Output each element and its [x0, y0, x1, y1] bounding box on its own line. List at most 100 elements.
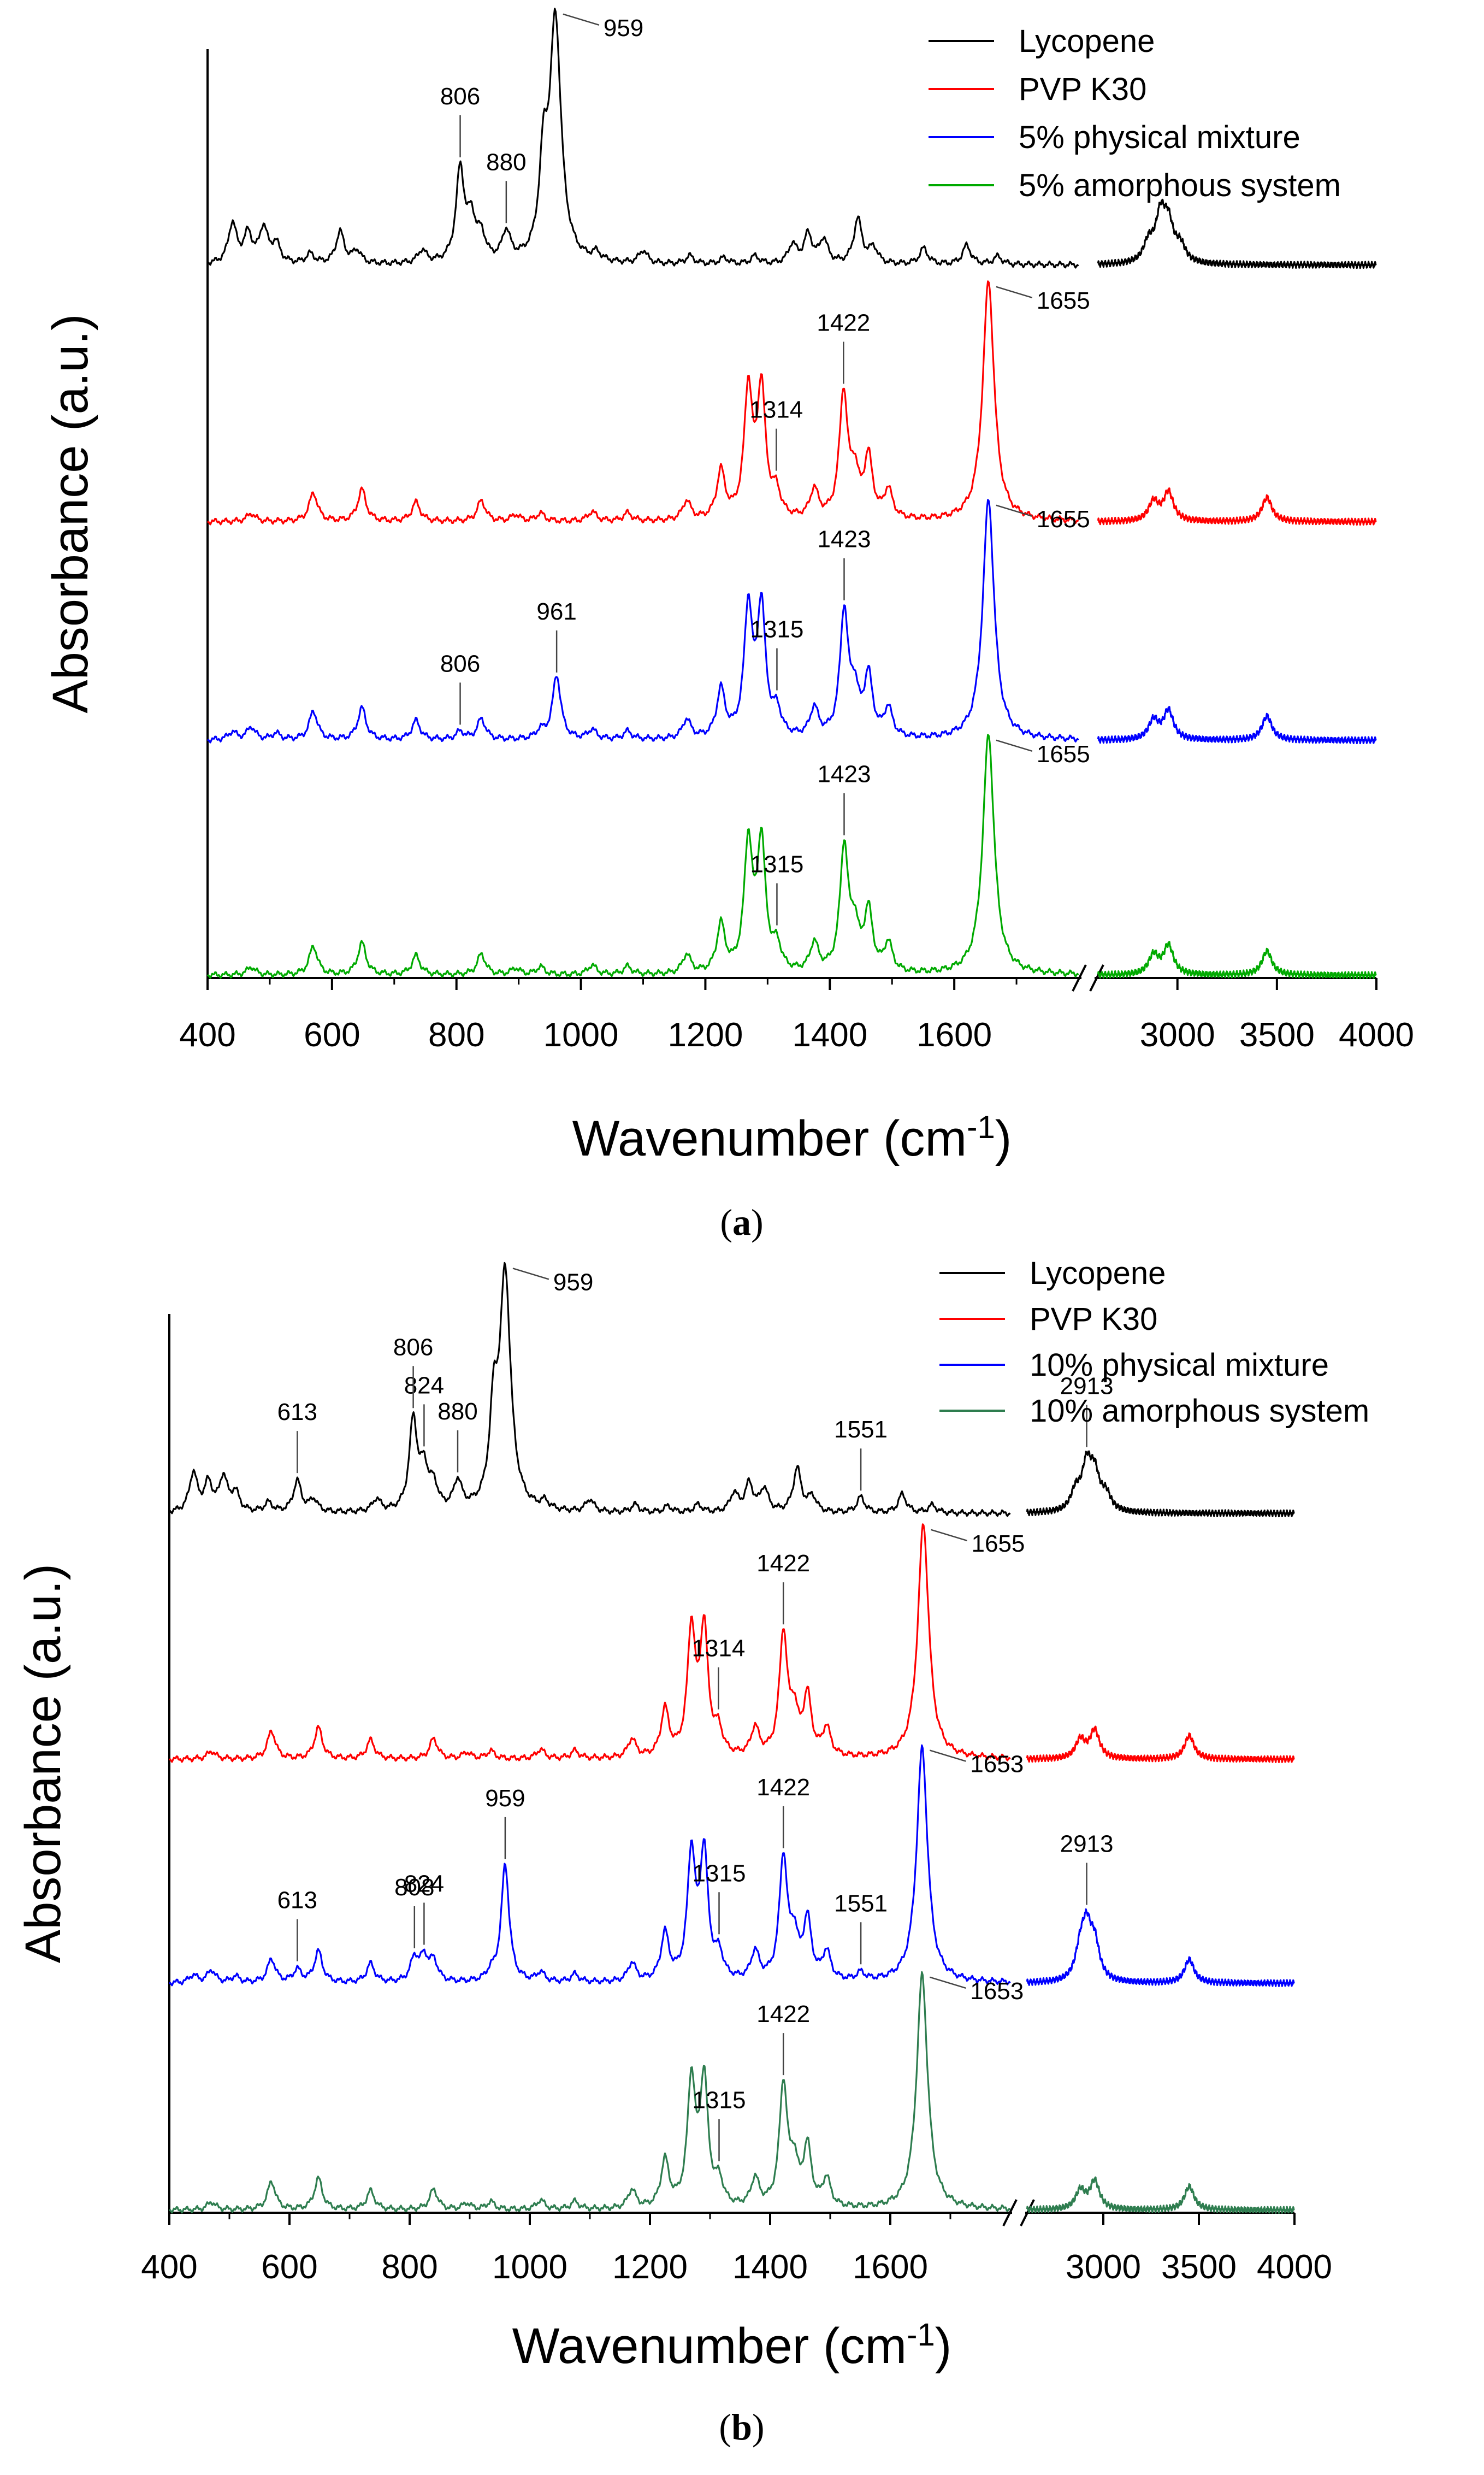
peak-label: 806 — [440, 650, 480, 677]
caption-open: ( — [719, 2406, 731, 2448]
x-axis-label-main: Wavenumber (cm — [512, 2318, 907, 2374]
x-tick-label: 400 — [141, 2248, 197, 2286]
legend-entry: PVP K30 — [1019, 72, 1146, 107]
peak-label: 1655 — [972, 1530, 1025, 1557]
spectrum-lycopene-seg2 — [1026, 1450, 1295, 1518]
peak-label: 1315 — [693, 1860, 746, 1887]
axis-break-mark — [1002, 2199, 1018, 2226]
x-tick-label: 1200 — [612, 2248, 688, 2286]
x-axis-label-close: ) — [935, 2318, 952, 2374]
caption-letter: b — [731, 2406, 752, 2448]
peak-label: 1423 — [818, 526, 871, 553]
x-tick-label: 1400 — [732, 2248, 808, 2286]
peak-label: 1423 — [818, 761, 871, 788]
x-tick-label: 1400 — [792, 1016, 867, 1054]
peak-label: 806 — [393, 1334, 433, 1360]
peak-label: 1314 — [749, 397, 803, 423]
peak-label: 880 — [486, 149, 526, 175]
y-axis-label: Absorbance (a.u.) — [43, 314, 98, 713]
peak-leader-line — [996, 286, 1033, 299]
spectrum-5-amorphous-system-seg1 — [206, 734, 1079, 979]
spectrum-lycopene-seg2 — [1097, 198, 1377, 269]
spectrum-pvp-k30-seg2 — [1026, 1725, 1295, 1763]
x-axis-label: Wavenumber (cm-1) — [572, 1110, 1012, 1167]
peak-label: 1315 — [750, 616, 804, 643]
x-tick-label: 1200 — [667, 1016, 743, 1054]
caption-open: ( — [720, 1201, 732, 1243]
peak-leader-line — [996, 739, 1033, 752]
y-axis-label: Absorbance (a.u.) — [15, 1564, 71, 1963]
peak-label: 613 — [277, 1887, 317, 1914]
peak-label: 1653 — [970, 1751, 1024, 1778]
peak-label: 1422 — [817, 310, 870, 337]
peak-leader-line — [996, 504, 1033, 517]
x-axis-label-close: ) — [995, 1111, 1012, 1166]
legend-entry: PVP K30 — [1030, 1301, 1157, 1337]
peak-label: 1551 — [834, 1890, 888, 1917]
axis-break-mark — [1020, 2199, 1035, 2226]
peak-label: 1655 — [1037, 287, 1090, 314]
x-tick-label: 3500 — [1239, 1016, 1315, 1054]
x-tick-label: 4000 — [1257, 2248, 1332, 2286]
x-tick-label: 800 — [428, 1016, 484, 1054]
peak-label: 880 — [437, 1398, 477, 1425]
peak-label: 824 — [404, 1372, 444, 1399]
spectrum-10-physical-mixture-seg2 — [1026, 1908, 1295, 1987]
spectrum-lycopene-seg1 — [206, 8, 1079, 269]
peak-label: 1655 — [1037, 506, 1090, 533]
legend-entry: Lycopene — [1019, 23, 1155, 59]
x-tick-label: 1600 — [917, 1016, 992, 1054]
peak-label: 808 — [394, 1874, 434, 1901]
peak-label: 1551 — [834, 1416, 888, 1443]
peak-label: 961 — [536, 598, 576, 625]
legend-entry: 5% amorphous system — [1019, 168, 1341, 203]
peak-label: 806 — [440, 83, 480, 110]
peak-label: 959 — [553, 1269, 593, 1295]
spectrum-5-amorphous-system-seg2 — [1097, 941, 1377, 980]
spectrum-5-physical-mixture-seg1 — [206, 499, 1079, 744]
x-tick-label: 800 — [381, 2248, 437, 2286]
peak-label: 1653 — [970, 1978, 1024, 2005]
panel-caption: (a) — [720, 1201, 763, 1243]
peak-label: 1422 — [756, 1774, 810, 1801]
peak-label: 1422 — [756, 2001, 810, 2028]
peak-leader-line — [929, 1749, 966, 1762]
legend-entry: Lycopene — [1030, 1256, 1166, 1291]
legend-entry: 10% physical mixture — [1030, 1347, 1329, 1383]
x-tick-label: 1600 — [853, 2248, 928, 2286]
peak-leader-line — [931, 1529, 967, 1542]
axis-break-mark — [1089, 964, 1104, 992]
spectrum-pvp-k30-seg1 — [206, 280, 1079, 526]
caption-close: ) — [752, 2406, 765, 2448]
x-tick-label: 1000 — [492, 2248, 567, 2286]
x-tick-label: 3000 — [1140, 1016, 1215, 1054]
axis-break-mark — [1072, 964, 1087, 992]
peak-label: 1315 — [750, 851, 804, 878]
peak-label: 2913 — [1060, 1373, 1114, 1400]
spectrum-pvp-k30-seg2 — [1097, 487, 1377, 526]
x-axis-label: Wavenumber (cm-1) — [512, 2317, 952, 2374]
peak-label: 1422 — [756, 1550, 810, 1577]
legend-entry: 10% amorphous system — [1030, 1393, 1369, 1429]
x-axis-label-main: Wavenumber (cm — [572, 1111, 967, 1166]
x-tick-label: 3500 — [1161, 2248, 1237, 2286]
x-tick-label: 4000 — [1339, 1016, 1414, 1054]
x-tick-label: 600 — [261, 2248, 317, 2286]
x-tick-label: 1000 — [543, 1016, 619, 1054]
peak-label: 1315 — [693, 2087, 746, 2113]
peak-leader-line — [512, 1268, 549, 1280]
spectrum-10-physical-mixture-seg1 — [168, 1744, 1011, 1987]
peak-leader-line — [563, 13, 600, 26]
peak-label: 613 — [277, 1399, 317, 1425]
chart-panel-a: 400 600 800 1000 1200 1400 1600 3000 3500 4000 Wav… — [43, 8, 1414, 1243]
x-tick-label: 600 — [304, 1016, 360, 1054]
x-tick-label: 400 — [179, 1016, 235, 1054]
peak-leader-line — [929, 1976, 966, 1989]
peak-label: 1655 — [1037, 741, 1090, 768]
panel-caption: (b) — [719, 2406, 764, 2448]
spectrum-5-physical-mixture-seg2 — [1097, 706, 1377, 745]
legend-entry: 5% physical mixture — [1019, 120, 1300, 155]
caption-letter: a — [732, 1201, 751, 1243]
peak-label: 959 — [485, 1785, 525, 1812]
